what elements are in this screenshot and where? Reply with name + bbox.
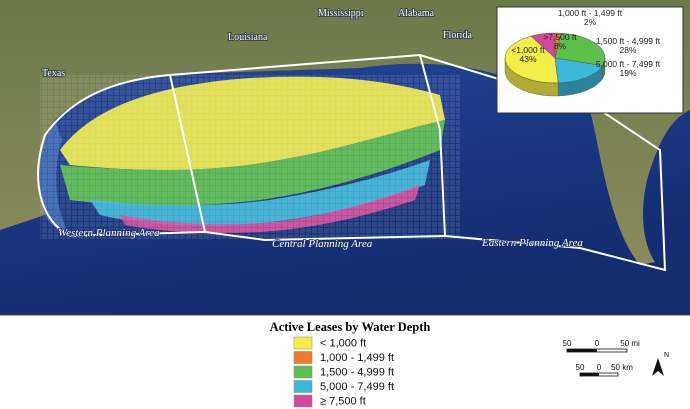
scale-label: 50 — [563, 339, 572, 348]
pie-value-label: 2% — [584, 17, 597, 27]
legend-label: ≥ 7,500 ft — [320, 395, 366, 407]
area-divider — [169, 74, 206, 233]
scale-label: 50 — [576, 363, 585, 372]
pie-slice — [554, 32, 606, 66]
scale-label: 50 km — [611, 363, 633, 372]
pie-value-label: 28% — [619, 45, 636, 55]
legend-title: Active Leases by Water Depth — [270, 320, 431, 334]
pie-category-label: 5,000 ft - 7,499 ft — [596, 59, 661, 69]
scale-label: 0 — [595, 339, 600, 348]
legend-swatch — [293, 365, 313, 379]
planning-boundary — [37, 53, 667, 272]
pie-slice — [554, 57, 603, 84]
pie-slice — [504, 35, 559, 84]
pie-category-label: <1,000 ft — [511, 45, 545, 55]
pie-category-label: 1,000 ft - 1,499 ft — [558, 8, 623, 18]
state-label: Texas — [42, 68, 65, 79]
legend-swatch — [293, 351, 313, 364]
pie-slice — [530, 32, 556, 59]
legend-label: 5,000 - 7,499 ft — [320, 381, 394, 393]
north-arrow-shape — [652, 358, 664, 376]
state-label: Louisiana — [228, 32, 268, 43]
scale-label: 50 mi — [620, 339, 640, 348]
scale-bar: 50 0 50 mi 50 0 50 km — [563, 339, 640, 377]
pie-value-label: 43% — [519, 54, 536, 64]
legend-label: 1,000 - 1,499 ft — [320, 352, 394, 364]
legend-panel — [0, 315, 690, 409]
pie-value-label: 8% — [554, 41, 567, 51]
scale-bar-km — [580, 373, 599, 376]
lease-grid — [40, 75, 460, 240]
state-label: Florida — [443, 30, 472, 41]
legend-label: < 1,000 ft — [320, 337, 366, 349]
legend-swatch — [293, 394, 313, 408]
scale-label: 0 — [597, 363, 602, 372]
state-label: Mississippi — [318, 8, 364, 19]
area-divider — [419, 54, 446, 237]
north-arrow: N — [652, 352, 669, 376]
legend: < 1,000 ft 1,000 - 1,499 ft 1,500 - 4,999 … — [293, 336, 394, 408]
planning-area-label: Central Planning Area — [272, 238, 373, 250]
legend-swatch — [293, 380, 313, 393]
north-label: N — [664, 352, 669, 359]
planning-area-label: Western Planning Area — [58, 227, 160, 239]
scale-bar-mi — [567, 349, 597, 352]
pie-category-label: >7,500 ft — [543, 32, 577, 42]
state-label: Alabama — [398, 8, 435, 19]
legend-swatch — [293, 336, 313, 350]
pie-value-label: 19% — [619, 68, 636, 78]
legend-label: 1,500 - 4,999 ft — [320, 366, 394, 378]
pie-category-label: 1,500 ft - 4,999 ft — [596, 36, 661, 46]
planning-area-label: Eastern Planning Area — [481, 237, 583, 249]
